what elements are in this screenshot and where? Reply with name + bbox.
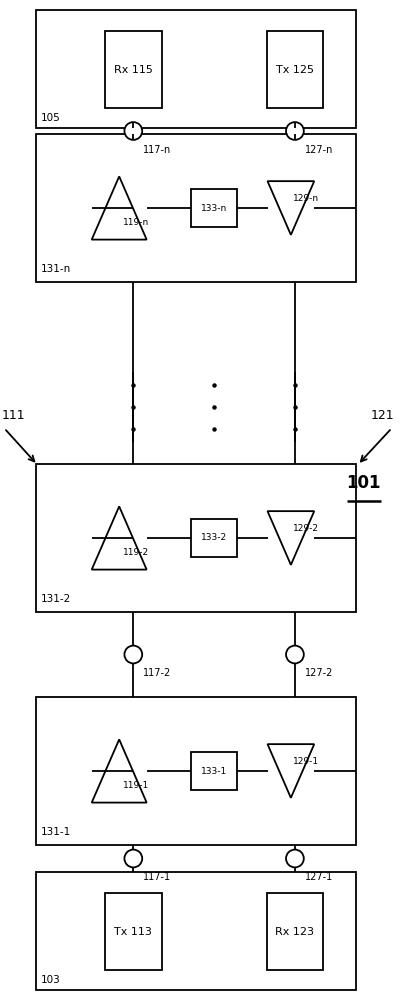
Text: 121: 121	[370, 409, 394, 422]
Bar	[191, 519, 238, 557]
Text: 105: 105	[40, 113, 60, 123]
Bar	[267, 31, 323, 108]
Text: 103: 103	[40, 975, 60, 985]
Text: 119-n: 119-n	[123, 218, 149, 227]
Text: 127-n: 127-n	[305, 145, 333, 155]
Text: 111: 111	[2, 409, 25, 422]
Text: 133-2: 133-2	[201, 534, 227, 542]
Bar	[36, 134, 356, 282]
Ellipse shape	[124, 646, 142, 663]
Polygon shape	[267, 744, 314, 798]
Polygon shape	[92, 176, 147, 240]
Text: 119-2: 119-2	[123, 548, 149, 557]
Text: 127-2: 127-2	[305, 668, 333, 678]
Bar	[36, 872, 356, 990]
Polygon shape	[267, 511, 314, 565]
Ellipse shape	[124, 122, 142, 140]
Bar	[105, 893, 162, 970]
Text: 133-1: 133-1	[201, 766, 227, 776]
Text: 129-1: 129-1	[293, 757, 319, 766]
Polygon shape	[92, 506, 147, 570]
Text: Rx 123: Rx 123	[276, 927, 314, 937]
Text: 101: 101	[346, 474, 381, 492]
Text: 131-2: 131-2	[40, 594, 71, 604]
Bar	[191, 752, 238, 790]
Text: 131-1: 131-1	[40, 827, 71, 837]
Text: 119-1: 119-1	[123, 781, 149, 790]
Text: Tx 113: Tx 113	[114, 927, 152, 937]
Text: 131-n: 131-n	[40, 264, 71, 274]
Text: 117-1: 117-1	[143, 872, 172, 882]
Bar	[191, 189, 238, 227]
Bar	[36, 10, 356, 128]
Bar	[36, 697, 356, 845]
Ellipse shape	[286, 646, 304, 663]
Bar	[105, 31, 162, 108]
Text: 129-2: 129-2	[293, 524, 319, 533]
Bar	[267, 893, 323, 970]
Bar	[36, 464, 356, 612]
Ellipse shape	[286, 850, 304, 867]
Polygon shape	[92, 739, 147, 803]
Text: 133-n: 133-n	[201, 204, 227, 213]
Polygon shape	[267, 181, 314, 235]
Text: Rx 115: Rx 115	[114, 65, 153, 75]
Text: 117-2: 117-2	[143, 668, 172, 678]
Ellipse shape	[286, 122, 304, 140]
Ellipse shape	[124, 850, 142, 867]
Text: 117-n: 117-n	[143, 145, 172, 155]
Text: 129-n: 129-n	[293, 194, 319, 203]
Text: 127-1: 127-1	[305, 872, 333, 882]
Text: Tx 125: Tx 125	[276, 65, 314, 75]
